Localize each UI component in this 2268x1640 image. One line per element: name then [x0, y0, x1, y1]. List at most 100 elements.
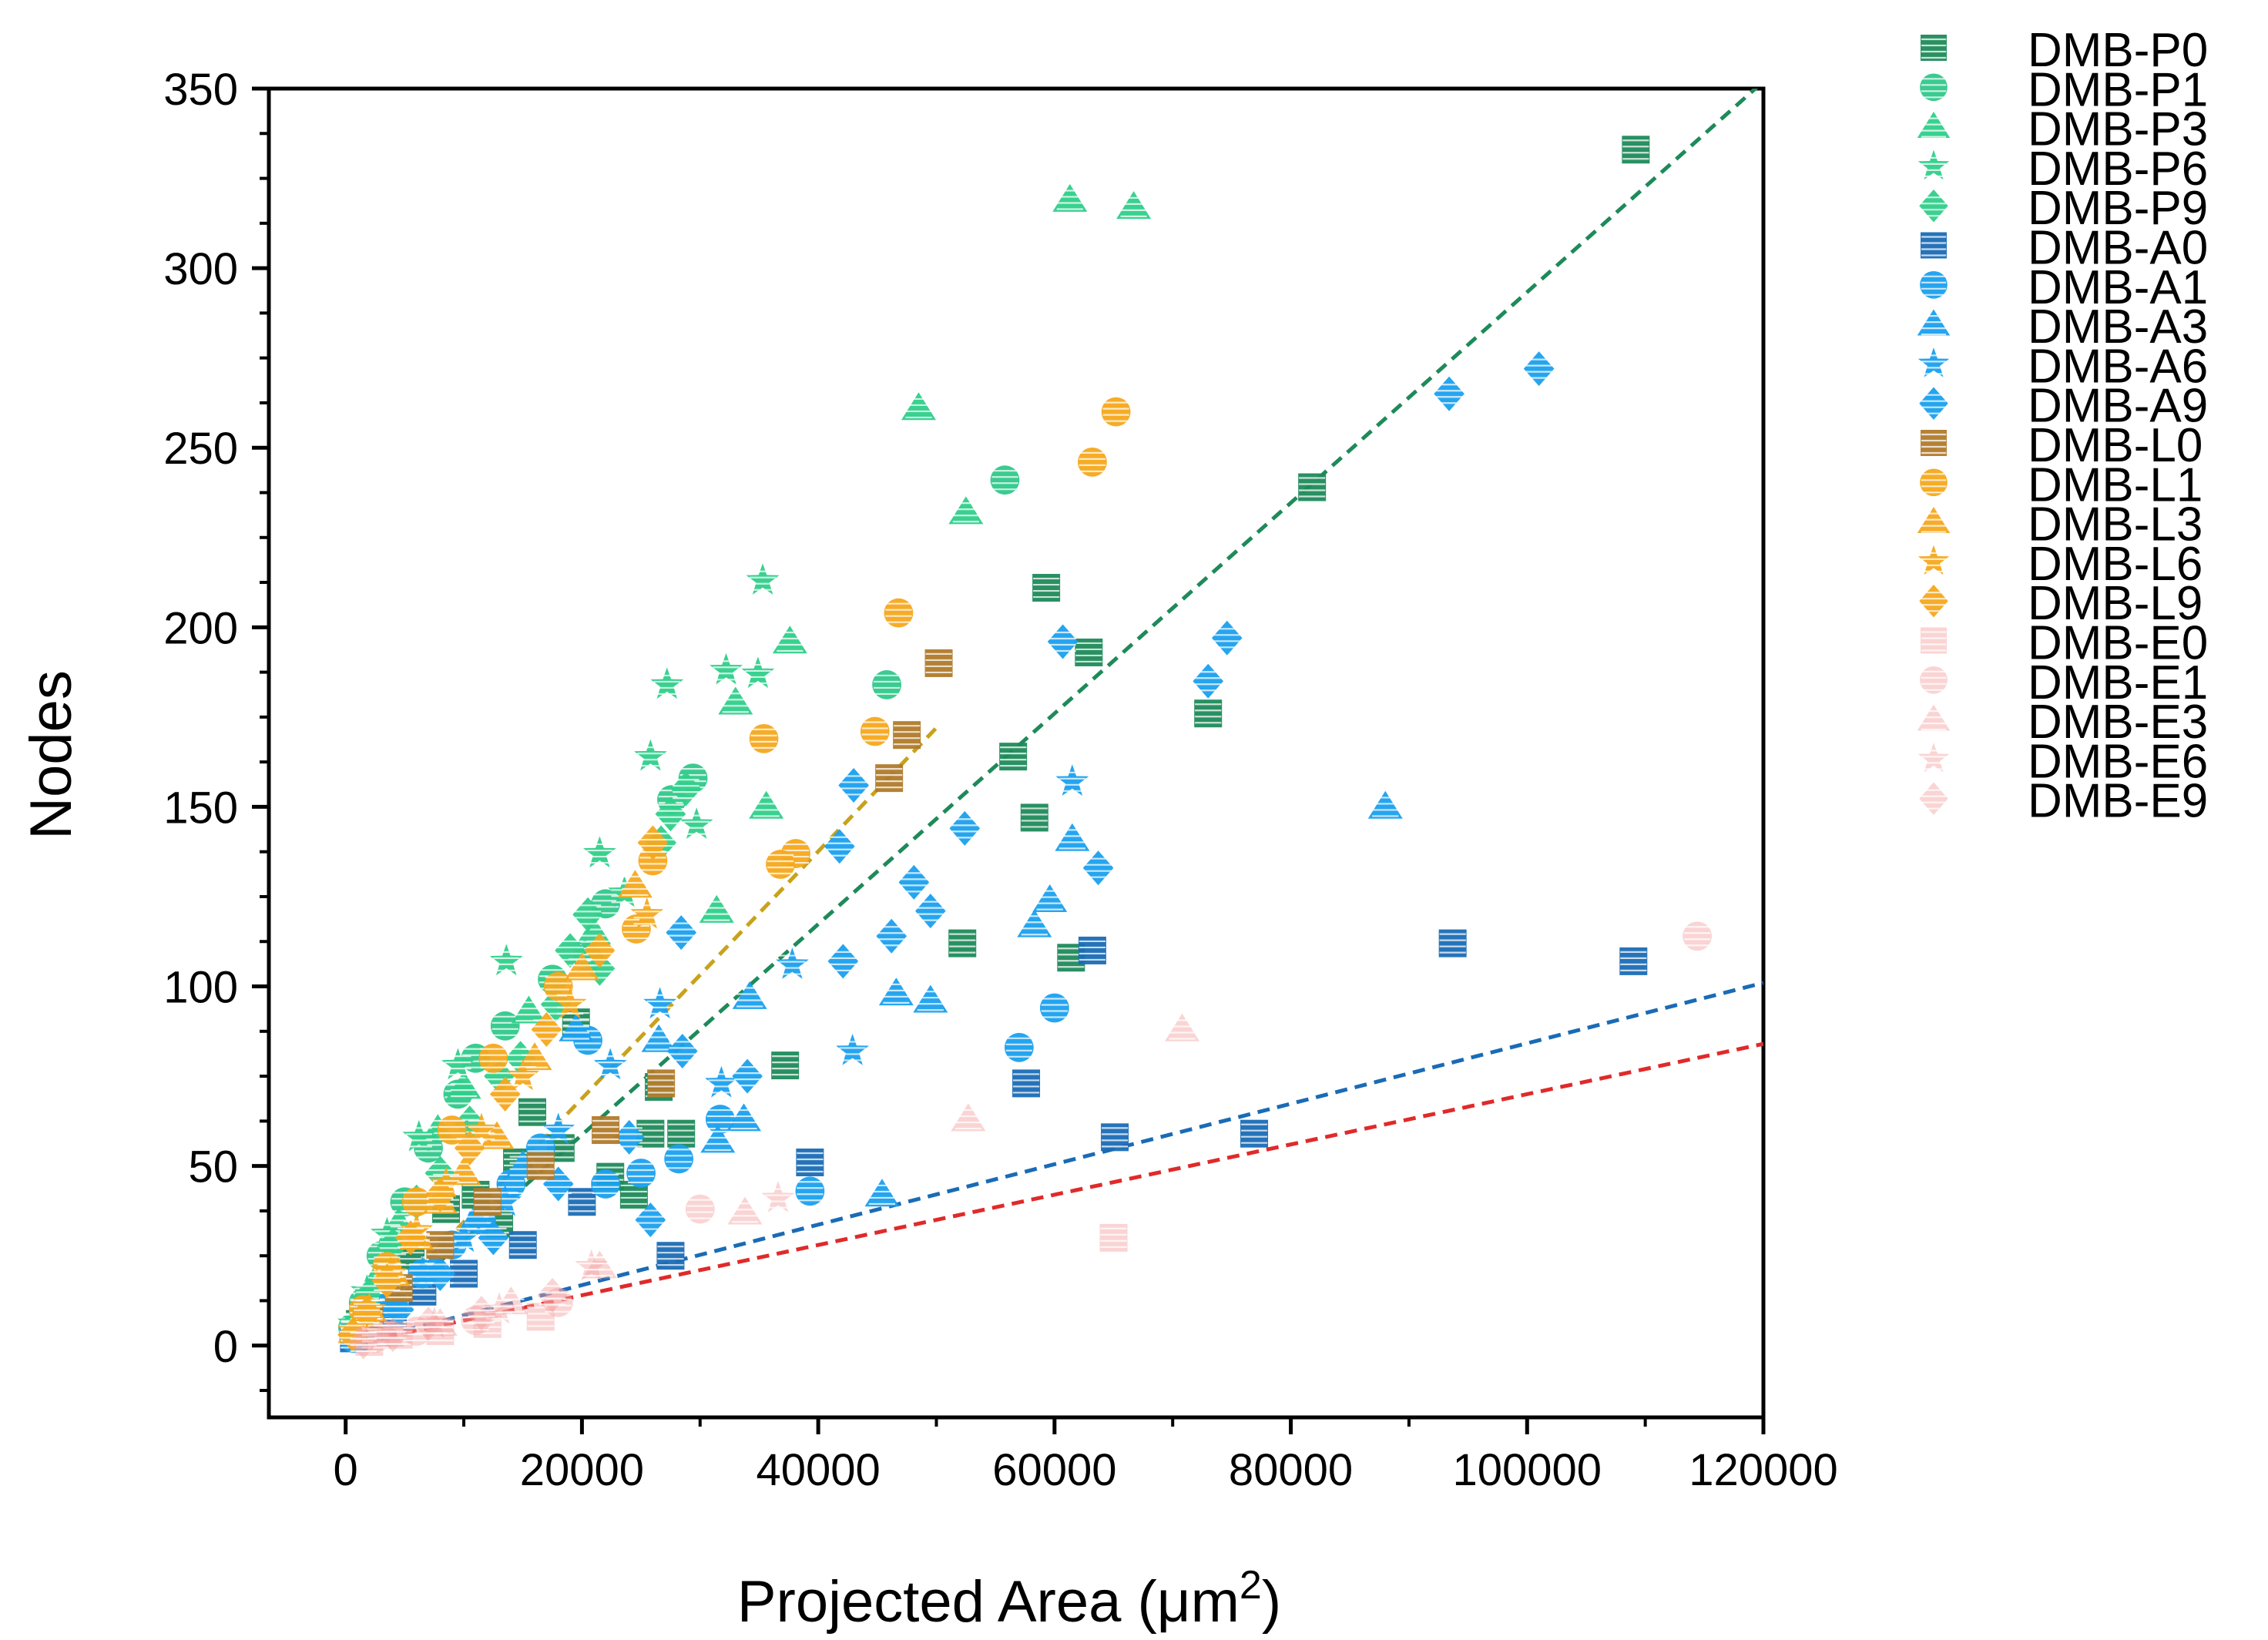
data-point-hatch [905, 397, 932, 419]
data-point-hatch [1100, 1227, 1127, 1248]
y-tick-label: 350 [163, 65, 238, 115]
data-point [429, 1166, 463, 1199]
legend-label: DMB-L3 [2028, 498, 2203, 552]
data-point-hatch [480, 1048, 507, 1068]
data-point [1082, 850, 1114, 886]
data-point-hatch [1213, 628, 1240, 649]
x-axis-title-main: Projected Area (μm [737, 1569, 1240, 1635]
legend-item-dmb-a1: DMB-A1 [1920, 261, 2208, 314]
data-point-hatch [450, 1076, 478, 1098]
data-point [838, 767, 869, 803]
data-point-hatch [586, 843, 613, 864]
data-point-hatch [633, 904, 660, 925]
data-point-hatch [592, 1173, 619, 1195]
legend-marker [1919, 584, 1948, 618]
data-point [948, 496, 984, 525]
legend-marker-hatch [1921, 789, 1947, 810]
data-point-hatch [509, 1235, 536, 1256]
data-point [446, 1071, 481, 1099]
data-point [913, 984, 948, 1013]
data-point [559, 1013, 594, 1041]
data-point-hatch [949, 933, 976, 954]
data-point-hatch [574, 904, 602, 925]
data-point [1055, 764, 1089, 796]
legend-label: DMB-P0 [2028, 24, 2208, 77]
legend-label: DMB-A0 [2028, 222, 2208, 275]
data-point [583, 836, 616, 868]
data-point-hatch [1075, 642, 1102, 663]
data-point [741, 656, 775, 689]
x-axis-title: Projected Area (μm2) [737, 1563, 1281, 1635]
data-point-hatch [883, 983, 910, 1004]
data-point-hatch [1041, 998, 1068, 1018]
y-tick-label: 300 [163, 244, 238, 294]
x-tick-label: 0 [334, 1445, 358, 1495]
data-point-hatch [1085, 857, 1112, 878]
data-point-hatch [538, 1285, 566, 1306]
data-point [1078, 447, 1107, 477]
data-point-hatch [616, 1127, 642, 1148]
legend-item-dmb-l0: DMB-L0 [1921, 419, 2203, 472]
legend-item-dmb-l1: DMB-L1 [1920, 458, 2203, 511]
data-point [406, 1256, 439, 1288]
data-point [1193, 663, 1224, 699]
data-point-hatch [545, 1292, 572, 1313]
legend-marker-hatch [1921, 631, 1947, 652]
data-point [776, 947, 809, 979]
legend-marker-hatch [1921, 78, 1947, 99]
data-point [418, 1306, 451, 1338]
data-point-hatch [736, 987, 763, 1008]
x-axis-title-superscript: 2 [1240, 1563, 1262, 1608]
data-point [511, 995, 546, 1024]
data-point-hatch [767, 854, 794, 875]
legend-marker-hatch [1921, 709, 1947, 731]
data-points [337, 136, 1713, 1360]
data-point-hatch [627, 1162, 655, 1184]
data-point [1039, 993, 1069, 1023]
series-dmb-e9 [347, 1277, 568, 1360]
legend-label: DMB-E9 [2028, 775, 2208, 828]
data-point-hatch [1525, 358, 1552, 379]
legend-marker [1920, 468, 1948, 497]
y-tick-label: 200 [163, 603, 238, 653]
legend-item-dmb-e1: DMB-E1 [1920, 656, 2208, 709]
data-point-hatch [339, 1324, 366, 1345]
data-point-hatch [657, 1246, 684, 1266]
data-point [1211, 620, 1243, 656]
data-point [402, 1119, 436, 1152]
data-point [479, 1121, 515, 1149]
data-point [542, 1112, 575, 1145]
legend-label: DMB-L1 [2028, 458, 2203, 511]
data-point [685, 1194, 715, 1224]
data-point [878, 978, 914, 1006]
data-point-hatch [885, 602, 912, 623]
data-point-hatch [586, 940, 613, 961]
data-point-hatch [683, 814, 710, 835]
data-point [447, 1220, 481, 1253]
data-point-hatch [686, 1199, 713, 1219]
data-point [772, 625, 807, 654]
data-point [634, 739, 667, 771]
data-point-hatch [797, 1152, 824, 1173]
legend-label: DMB-E6 [2028, 735, 2208, 788]
data-point [582, 1250, 617, 1279]
fit-p-line [344, 89, 1759, 1347]
data-point [458, 1203, 493, 1232]
data-point-hatch [744, 663, 772, 685]
x-tick-label: 20000 [520, 1445, 644, 1495]
data-point [727, 1196, 763, 1225]
legend-item-dmb-a3: DMB-A3 [1917, 300, 2208, 354]
data-point [864, 1179, 900, 1207]
data-point-hatch [493, 951, 520, 972]
data-point-hatch [474, 1313, 501, 1334]
data-point-hatch [462, 1310, 489, 1331]
series-dmb-l9 [337, 825, 669, 1353]
legend-label: DMB-L6 [2028, 538, 2203, 591]
data-point [1047, 624, 1079, 659]
data-point-hatch [797, 1181, 824, 1202]
y-axis-title: Nodes [18, 670, 84, 840]
data-point [490, 1011, 520, 1041]
data-point-hatch [450, 1162, 478, 1184]
data-point-hatch [492, 1084, 518, 1105]
data-point-hatch [1620, 951, 1647, 972]
